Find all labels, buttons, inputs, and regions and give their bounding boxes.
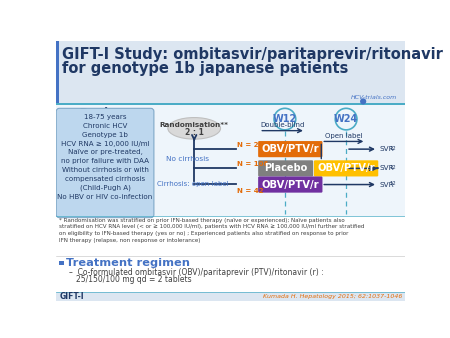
Text: OBV/PTV/r: OBV/PTV/r xyxy=(261,179,319,190)
Text: HCV-trials.com: HCV-trials.com xyxy=(351,95,397,100)
Text: for genotype 1b japanese patients: for genotype 1b japanese patients xyxy=(63,61,349,76)
Text: OBV/PTV/r: OBV/PTV/r xyxy=(317,163,375,173)
Text: 2 : 1: 2 : 1 xyxy=(185,128,204,137)
Text: W12: W12 xyxy=(273,114,297,124)
FancyBboxPatch shape xyxy=(59,261,64,265)
FancyBboxPatch shape xyxy=(56,41,405,104)
FancyBboxPatch shape xyxy=(258,141,323,157)
Text: 12: 12 xyxy=(390,165,396,170)
Text: –  Co-formulated ombitasvir (OBV)/paritaprevir (PTV)/ritonavir (r) :: – Co-formulated ombitasvir (OBV)/paritap… xyxy=(69,268,323,277)
FancyBboxPatch shape xyxy=(258,160,313,176)
Text: SVR: SVR xyxy=(379,182,394,188)
Circle shape xyxy=(274,108,296,130)
FancyBboxPatch shape xyxy=(56,103,405,105)
FancyBboxPatch shape xyxy=(56,108,154,218)
FancyBboxPatch shape xyxy=(258,176,323,193)
FancyBboxPatch shape xyxy=(56,292,405,301)
Text: N = 42: N = 42 xyxy=(237,188,263,194)
Text: SVR: SVR xyxy=(379,146,394,152)
Text: 12: 12 xyxy=(390,181,396,186)
Circle shape xyxy=(360,98,366,104)
Text: 25/150/100 mg qd = 2 tablets: 25/150/100 mg qd = 2 tablets xyxy=(76,275,192,284)
Text: GIFT-I Study: ombitasvir/paritaprevir/ritonavir: GIFT-I Study: ombitasvir/paritaprevir/ri… xyxy=(63,47,443,62)
Text: GIFT-I: GIFT-I xyxy=(59,292,84,301)
Text: 18-75 years
Chronic HCV
Genotype 1b
HCV RNA ≥ 10,000 IU/ml
Naïve or pre-treated,: 18-75 years Chronic HCV Genotype 1b HCV … xyxy=(58,115,153,200)
FancyBboxPatch shape xyxy=(56,105,405,216)
Text: Open label: Open label xyxy=(325,133,363,139)
Text: N = 106: N = 106 xyxy=(237,161,268,167)
Circle shape xyxy=(335,108,357,130)
Text: 12: 12 xyxy=(390,146,396,151)
Text: Placebo: Placebo xyxy=(264,163,307,173)
Text: Double-blind: Double-blind xyxy=(261,122,305,128)
Text: OBV/PTV/r: OBV/PTV/r xyxy=(261,144,319,154)
Text: N = 215: N = 215 xyxy=(237,142,268,147)
Text: Kumada H. Hepatology 2015; 62:1037-1046: Kumada H. Hepatology 2015; 62:1037-1046 xyxy=(262,294,402,299)
Text: ■  Design: ■ Design xyxy=(60,107,125,120)
FancyBboxPatch shape xyxy=(314,160,378,176)
FancyBboxPatch shape xyxy=(56,41,59,104)
Text: Treatment regimen: Treatment regimen xyxy=(66,259,190,268)
Ellipse shape xyxy=(168,118,220,139)
Text: SVR: SVR xyxy=(379,165,394,171)
Text: Randomisation**: Randomisation** xyxy=(160,122,229,128)
Text: * Randomisation was stratified on prior IFN-based therapy (naïve or experienced): * Randomisation was stratified on prior … xyxy=(59,218,364,243)
Text: No cirrhosis: No cirrhosis xyxy=(166,156,209,162)
Text: W24: W24 xyxy=(334,114,358,124)
Text: Cirrhosis: open-label: Cirrhosis: open-label xyxy=(157,181,229,187)
